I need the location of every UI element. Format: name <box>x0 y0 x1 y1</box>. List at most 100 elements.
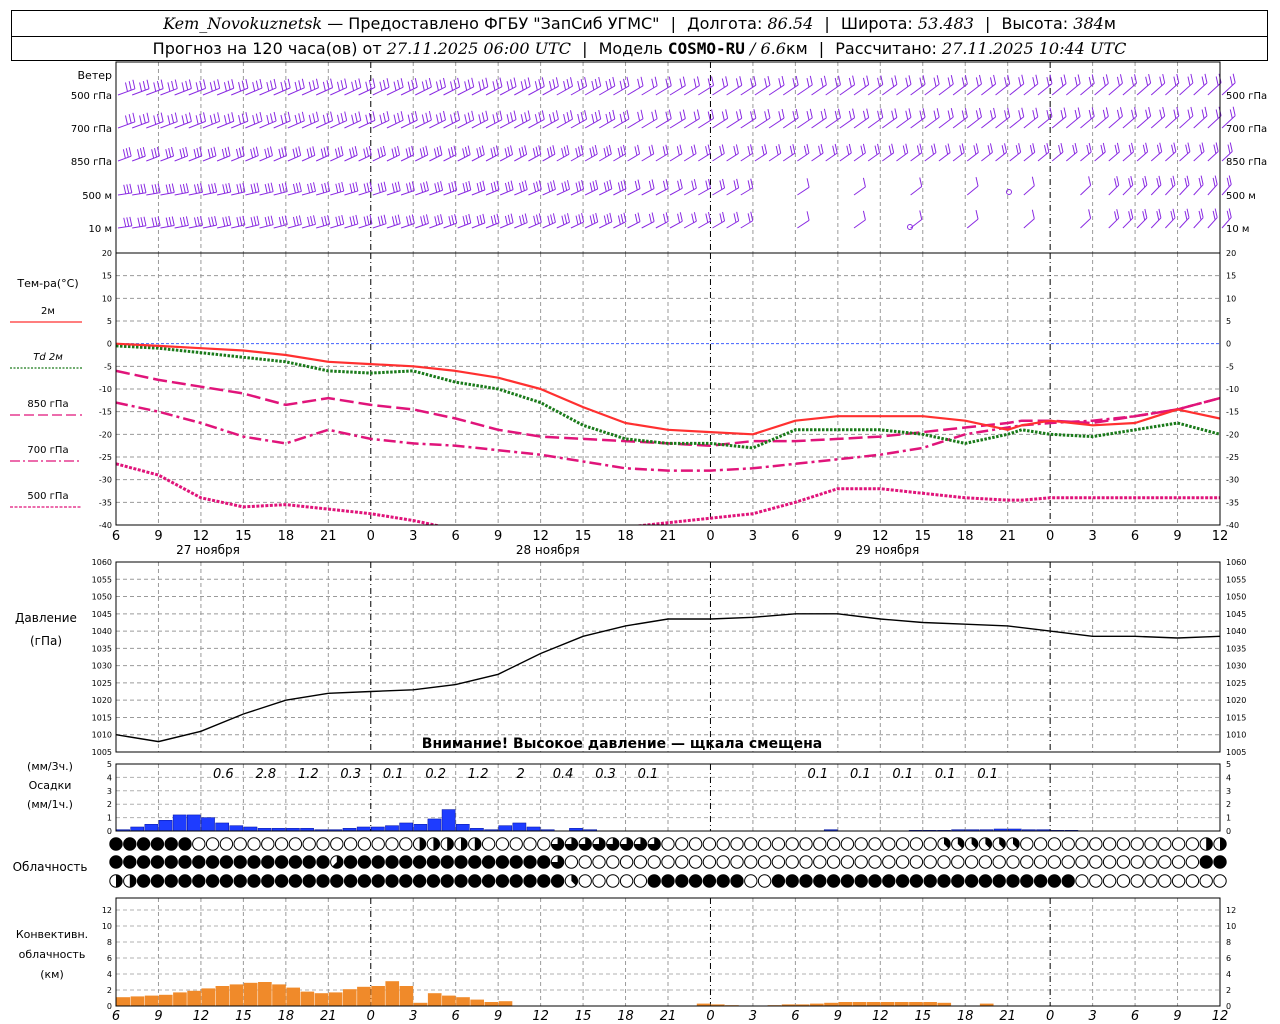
wind-barb-feather <box>499 77 503 87</box>
wind-barb-feather <box>420 183 424 193</box>
wind-barb-feather <box>795 108 799 119</box>
wind-barb-feather <box>165 217 169 227</box>
wind-barb-feather <box>181 115 185 125</box>
wind-barb-shaft <box>457 154 471 162</box>
wind-barb-feather <box>221 148 225 159</box>
wind-barb-feather <box>453 145 457 155</box>
pressure-y-tick-label-left: 1055 <box>92 575 112 584</box>
cloud-cover-symbol <box>937 855 951 869</box>
cloud-cover-symbol <box>799 874 813 888</box>
wind-barb-feather <box>222 217 226 227</box>
wind-barb-shaft <box>259 120 277 129</box>
wind-barb-feather <box>423 182 427 192</box>
cloud-cover-symbol <box>385 855 399 869</box>
wind-barb-shaft <box>429 86 446 96</box>
wind-barb-shaft <box>627 85 644 96</box>
wind-barb-shaft <box>471 189 486 196</box>
wind-barb-feather <box>1229 109 1233 119</box>
wind-barb-feather <box>168 147 172 158</box>
cloud-cover-symbol <box>288 855 303 869</box>
wind-barb-feather <box>1173 76 1177 86</box>
wind-barb-feather <box>255 146 259 156</box>
wind-barb-feather <box>552 180 556 190</box>
wind-barb-feather <box>124 82 128 92</box>
precip-3h-sum-label: 0.3 <box>340 767 361 782</box>
convective-bar <box>116 997 131 1006</box>
pressure-y-tick-label-left: 1035 <box>92 644 112 653</box>
wind-barb-feather <box>165 149 169 159</box>
wind-level-label-left: 500 гПа <box>71 91 112 102</box>
wind-barb-feather <box>425 214 429 224</box>
wind-barb-feather <box>533 215 537 225</box>
wind-level-label-right: 500 м <box>1226 191 1256 202</box>
cloud-cover-symbol <box>1102 837 1117 851</box>
wind-barb-feather <box>750 144 754 154</box>
cloud-cover-symbol <box>523 855 537 869</box>
wind-barb-feather <box>609 212 613 222</box>
precip-bar <box>356 826 371 832</box>
wind-barb-shaft <box>429 189 443 196</box>
wind-barb-feather <box>1185 144 1189 154</box>
wind-barb-feather <box>933 143 937 153</box>
wind-barb-shaft <box>839 152 852 162</box>
pressure-y-tick-label-right: 1010 <box>1226 731 1246 740</box>
wind-barb-shaft <box>683 85 700 96</box>
temp-y-tick-label-right: -10 <box>1226 385 1239 394</box>
cloud-cover-symbol <box>647 874 661 888</box>
cloud-cover-sector <box>579 837 592 851</box>
pressure-panel-frame <box>115 561 1221 753</box>
wind-barb-feather <box>719 180 723 190</box>
cloud-cover-symbol <box>343 837 358 851</box>
wind-barb-feather <box>989 110 993 120</box>
wind-barb-feather <box>295 147 299 157</box>
cloud-cover-symbol <box>399 837 413 851</box>
wind-barb-feather <box>380 182 384 192</box>
wind-barb-feather <box>1029 145 1033 155</box>
cloud-cover-symbol <box>661 874 675 888</box>
cloud-cover-symbol <box>219 874 234 888</box>
wind-barb-feather <box>407 114 411 124</box>
wind-barb-shaft <box>1207 151 1219 162</box>
wind-barb-shaft <box>372 119 390 129</box>
wind-barb-shaft <box>1037 116 1053 129</box>
wind-barb-feather <box>792 78 796 88</box>
wind-barb-feather <box>521 214 525 224</box>
cloud-cover-symbol <box>164 837 178 851</box>
computed-label: Рассчитано: <box>835 39 937 58</box>
wind-barb-feather <box>278 148 282 159</box>
convective-bar <box>187 990 201 1006</box>
cloud-cover-symbol <box>992 855 1006 869</box>
temp-y-tick-label-right: 15 <box>1226 272 1236 281</box>
temp-y-tick-label-left: 5 <box>107 317 112 326</box>
wind-barb-shaft <box>598 153 612 162</box>
wind-barb-feather <box>806 211 810 221</box>
wind-barb-feather <box>482 213 486 223</box>
wind-barb-feather <box>1158 175 1162 186</box>
wind-barb-feather <box>837 75 841 85</box>
convective-bar <box>880 1002 895 1006</box>
wind-barb-feather <box>1088 142 1092 153</box>
wind-barb-feather <box>366 147 369 157</box>
wind-barb-feather <box>1173 109 1177 119</box>
wind-barb-feather <box>323 147 327 157</box>
cloud-cover-symbol <box>233 837 247 851</box>
cloud-cover-symbol <box>1033 874 1048 888</box>
wind-barb-shaft <box>117 192 132 196</box>
cloud-cover-symbol <box>895 874 910 888</box>
wind-barb-feather <box>555 110 559 120</box>
wind-barb-feather <box>1199 144 1203 154</box>
precip-y-tick-label-left: 0 <box>107 827 112 836</box>
wind-barb-feather <box>534 114 538 124</box>
convective-bar <box>484 1002 499 1006</box>
wind-barb-feather <box>640 76 644 86</box>
temp-y-tick-label-right: 20 <box>1226 249 1236 258</box>
cloud-cover-symbol <box>785 837 799 851</box>
wind-barb-feather <box>397 112 401 123</box>
wind-barb-feather <box>1156 144 1160 154</box>
precip-y-tick-label-right: 5 <box>1226 760 1231 769</box>
wind-barb-feather <box>753 109 757 119</box>
wind-barb-feather <box>225 216 229 226</box>
wind-barb-shaft <box>344 223 359 229</box>
wind-barb-shaft <box>146 192 161 196</box>
cloud-cover-symbol <box>868 874 882 888</box>
